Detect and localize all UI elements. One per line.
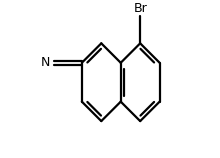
Text: Br: Br — [133, 2, 147, 15]
Text: N: N — [41, 56, 50, 69]
